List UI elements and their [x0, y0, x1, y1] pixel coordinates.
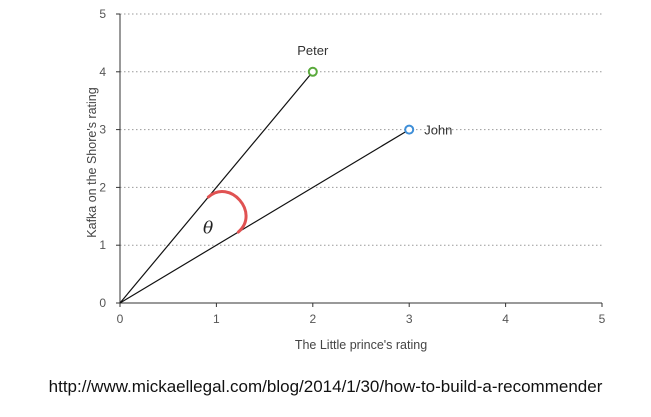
y-tick-label-5: 5 — [99, 7, 106, 21]
y-axis-label: Kafka on the Shore's rating — [85, 87, 99, 237]
x-tick-label-4: 4 — [502, 312, 509, 326]
y-tick-label-0: 0 — [99, 296, 106, 310]
x-tick-label-5: 5 — [599, 312, 606, 326]
x-tick-label-1: 1 — [213, 312, 220, 326]
angle-theta-label: θ — [203, 219, 213, 239]
gridlines — [120, 13, 602, 246]
y-tick-label-4: 4 — [99, 65, 106, 79]
point-peter — [307, 66, 318, 77]
cosine-similarity-chart: 0 1 2 3 4 5 0 1 2 3 4 5 θ Peter John The Little prin… — [85, 7, 606, 352]
axes — [116, 13, 603, 307]
y-tick-label-1: 1 — [99, 238, 106, 252]
x-tick-label-2: 2 — [309, 312, 316, 326]
angle-annotation: θ — [203, 190, 248, 239]
point-john — [404, 124, 415, 135]
point-label-john: John — [424, 123, 452, 138]
y-tick-label-3: 3 — [99, 123, 106, 137]
data-points: Peter John — [297, 43, 452, 138]
source-url[interactable]: http://www.mickaellegal.com/blog/2014/1/… — [48, 377, 603, 396]
vector-peter — [119, 71, 314, 304]
x-axis-label: The Little prince's rating — [295, 338, 427, 352]
vectors — [119, 71, 410, 304]
vector-john — [119, 129, 410, 304]
tick-labels: 0 1 2 3 4 5 0 1 2 3 4 5 — [99, 7, 605, 326]
point-label-peter: Peter — [297, 43, 329, 58]
angle-arc — [206, 190, 248, 234]
y-tick-label-2: 2 — [99, 180, 106, 194]
x-tick-label-3: 3 — [406, 312, 413, 326]
x-tick-label-0: 0 — [117, 312, 124, 326]
